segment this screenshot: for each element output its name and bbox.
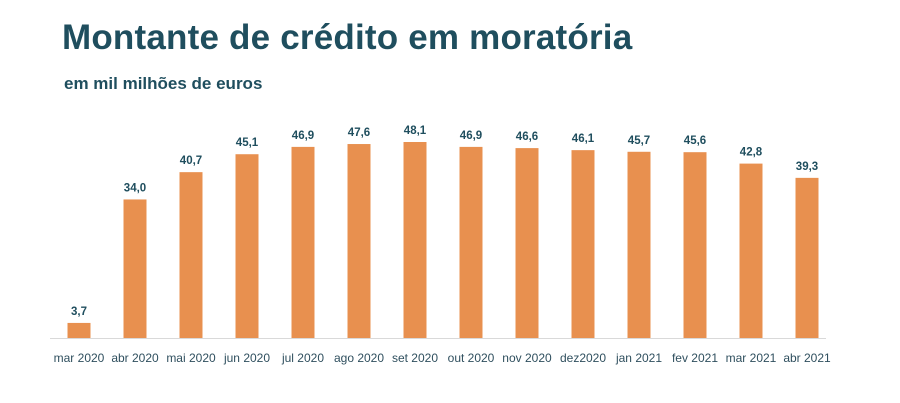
bar (459, 146, 483, 338)
data-label: 40,7 (180, 155, 202, 167)
bar (627, 151, 651, 338)
data-label: 47,6 (348, 127, 370, 139)
data-label: 39,3 (796, 161, 818, 173)
bar (235, 154, 259, 338)
x-tick-label: nov 2020 (502, 351, 552, 365)
chart-title: Montante de crédito em moratória (62, 18, 633, 57)
x-tick-label: ago 2020 (334, 351, 384, 365)
data-label: 3,7 (71, 306, 87, 318)
bar (123, 199, 147, 338)
x-tick-label: jul 2020 (281, 351, 324, 365)
x-tick-label: abr 2021 (783, 351, 831, 365)
data-label: 46,9 (460, 130, 482, 142)
bar (67, 322, 91, 338)
x-tick-label: fev 2021 (672, 351, 718, 365)
data-label: 46,6 (516, 131, 538, 143)
bar (795, 177, 819, 338)
x-tick-label: mai 2020 (166, 351, 216, 365)
bar (571, 150, 595, 338)
bar (291, 146, 315, 338)
x-tick-label: mar 2020 (54, 351, 105, 365)
data-label: 42,8 (740, 147, 763, 159)
chart-subtitle: em mil milhões de euros (64, 74, 263, 93)
x-tick-label: set 2020 (392, 351, 438, 365)
x-tick-label: jan 2021 (615, 351, 662, 365)
bar (403, 142, 427, 338)
x-tick-label: dez2020 (560, 351, 606, 365)
bar (515, 148, 539, 338)
x-tick-label: out 2020 (448, 351, 495, 365)
bar (179, 172, 203, 338)
data-label: 46,1 (572, 133, 595, 145)
bar (347, 144, 371, 338)
x-tick-label: mar 2021 (726, 351, 777, 365)
data-label: 48,1 (404, 125, 427, 137)
x-tick-label: jun 2020 (223, 351, 270, 365)
bar (683, 152, 707, 338)
bar (739, 163, 763, 338)
data-label: 45,1 (236, 137, 259, 149)
data-label: 46,9 (292, 130, 314, 142)
x-tick-label: abr 2020 (111, 351, 159, 365)
data-label: 34,0 (124, 182, 146, 194)
data-label: 45,6 (684, 135, 706, 147)
data-label: 45,7 (628, 135, 650, 147)
